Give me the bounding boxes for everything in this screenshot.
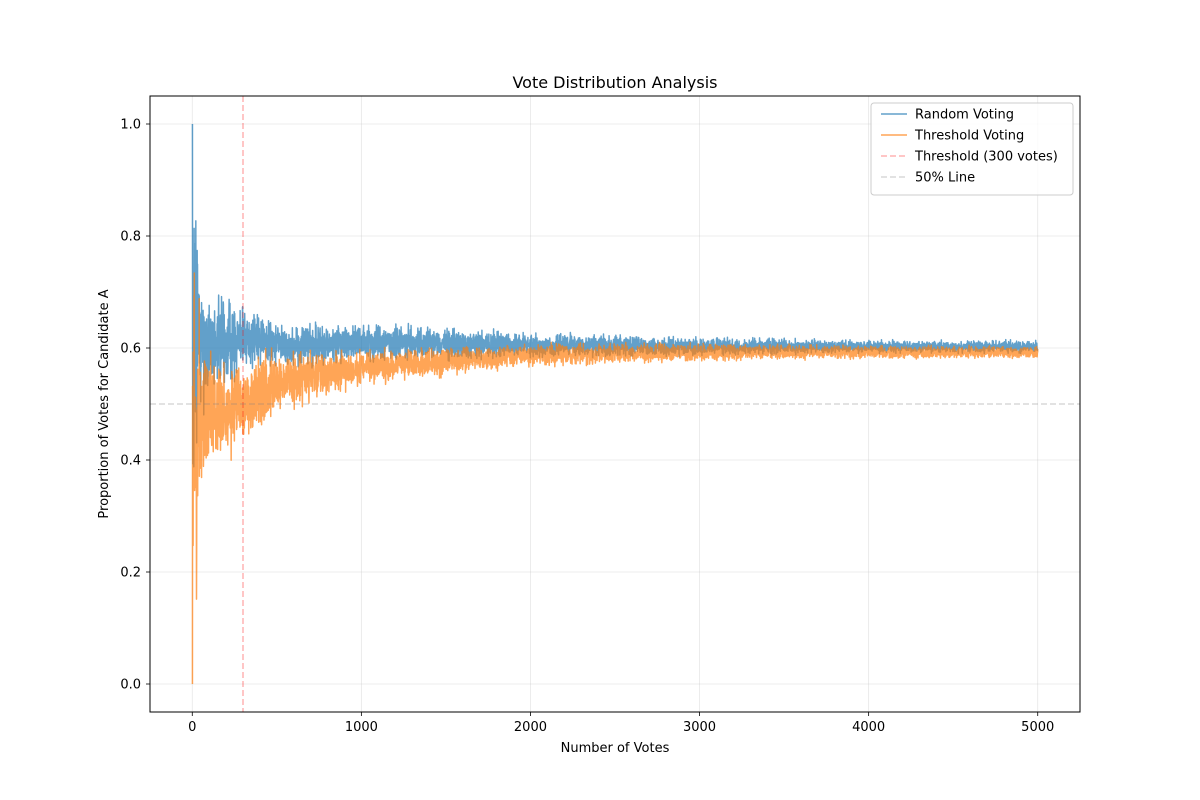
y-tick-label: 0.6 (120, 342, 141, 357)
x-tick-label: 4000 (852, 720, 885, 735)
x-tick-label: 5000 (1021, 720, 1054, 735)
y-tick-label: 0.4 (120, 454, 141, 469)
chart-title: Vote Distribution Analysis (512, 73, 717, 92)
x-tick-label: 2000 (514, 720, 547, 735)
ticks: 0 1000 2000 3000 4000 5000 0.0 0.2 0.4 0.6 0.8 1.0 (120, 118, 1054, 736)
series-line-random-voting (191, 123, 1039, 468)
legend-label: Random Voting (915, 108, 1014, 123)
legend-box (870, 102, 1074, 196)
y-tick-label: 0.8 (120, 230, 141, 245)
series-line-threshold-voting (191, 272, 1039, 685)
y-tick-label: 0.0 (120, 678, 141, 693)
legend: Random Voting Threshold Voting Threshold (… (870, 102, 1074, 196)
y-tick-label: 1.0 (120, 118, 141, 133)
legend-label: Threshold Voting (914, 129, 1024, 144)
y-tick-label: 0.2 (120, 566, 141, 581)
x-tick-label: 0 (188, 720, 196, 735)
legend-label: Threshold (300 votes) (914, 150, 1058, 165)
legend-label: 50% Line (915, 171, 975, 186)
plot-area (191, 123, 1039, 685)
x-tick-label: 3000 (683, 720, 716, 735)
x-axis-label: Number of Votes (561, 741, 670, 756)
x-tick-label: 1000 (345, 720, 378, 735)
axes-frame (149, 95, 1081, 713)
reference-lines (150, 96, 1080, 712)
y-axis-label: Proportion of Votes for Candidate A (97, 289, 112, 518)
